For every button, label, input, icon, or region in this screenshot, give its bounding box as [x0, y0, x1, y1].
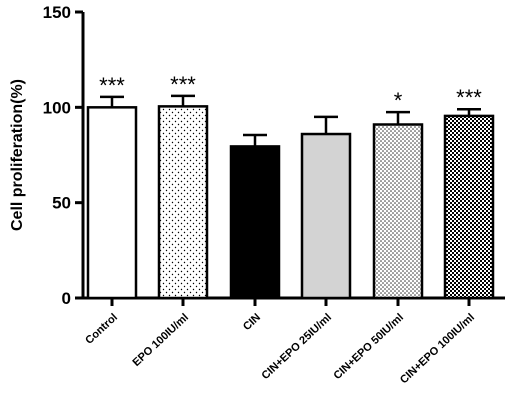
bar-4	[372, 123, 424, 300]
bar-2	[229, 145, 281, 300]
x-tick-label: Control	[83, 311, 120, 346]
y-tick-label: 0	[62, 289, 71, 308]
bar-1	[157, 105, 209, 300]
bar-3	[300, 132, 352, 300]
bar-5	[443, 114, 495, 300]
y-tick-label: 150	[43, 3, 71, 22]
x-tick-label: CIN+EPO 25IU/ml	[259, 311, 334, 382]
significance-label: ***	[456, 85, 482, 110]
bar-0	[86, 106, 138, 300]
x-tick-label: CIN+EPO 50IU/ml	[331, 311, 406, 382]
significance-label: ***	[99, 73, 125, 98]
axes	[75, 10, 505, 306]
x-tick-label: CIN+EPO 100IU/ml	[398, 311, 477, 386]
x-tick-label: CIN	[241, 311, 263, 333]
significance-label: *	[394, 88, 403, 113]
y-axis-label: Cell proliferation(%)	[9, 79, 26, 231]
y-tick-label: 100	[43, 98, 71, 117]
x-tick-label: EPO 100IU/ml	[131, 311, 192, 369]
y-tick-label: 50	[52, 194, 71, 213]
significance-label: ***	[170, 72, 196, 97]
bars	[86, 94, 495, 300]
